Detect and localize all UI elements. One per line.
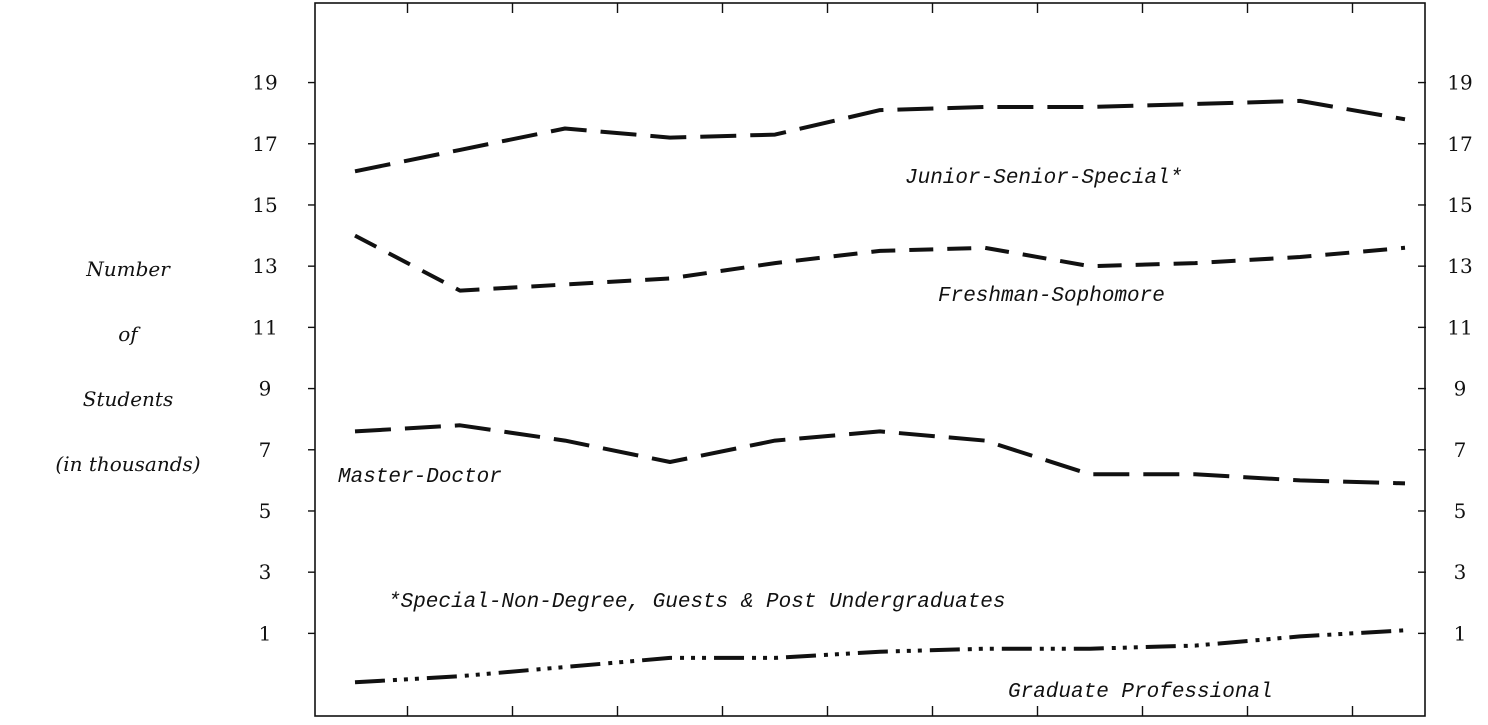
series-line-junior-senior-special — [354, 98, 1406, 174]
x-axis-ticks — [406, 3, 1354, 716]
right-tick-label: 9 — [1454, 377, 1467, 401]
right-tick-label: 17 — [1447, 132, 1472, 156]
footnote: *Special-Non-Degree, Guests & Post Under… — [388, 591, 1006, 614]
series-line-master-doctor — [354, 423, 1406, 486]
y-axis-label-line-3: Students — [83, 387, 173, 411]
right-tick-label: 5 — [1454, 499, 1467, 523]
left-tick-label: 7 — [259, 438, 272, 462]
left-tick-label: 3 — [259, 560, 272, 584]
left-tick-label: 11 — [252, 315, 277, 339]
right-y-axis: 19 17 15 13 11 9 7 5 3 1 — [1418, 71, 1473, 645]
left-tick-label: 5 — [259, 499, 272, 523]
right-tick-label: 1 — [1454, 621, 1467, 645]
right-tick-label: 7 — [1454, 438, 1467, 462]
right-tick-label: 11 — [1447, 315, 1472, 339]
series-label-junior-senior-special: Junior-Senior-Special* — [905, 167, 1182, 190]
plot-frame — [314, 2, 1426, 717]
right-tick-label: 13 — [1447, 254, 1472, 278]
series-label-graduate-professional: Graduate Professional — [1008, 681, 1273, 704]
left-tick-label: 17 — [252, 132, 277, 156]
series-line-freshman-sophomore — [354, 233, 1406, 293]
right-tick-label: 3 — [1454, 560, 1467, 584]
y-axis-label-line-4: (in thousands) — [55, 452, 200, 476]
left-tick-label: 13 — [252, 254, 277, 278]
y-axis-label: Number of Students (in thousands) — [55, 257, 200, 476]
series-label-master-doctor: Master-Doctor — [338, 466, 502, 489]
y-axis-label-line-2: of — [118, 322, 141, 346]
right-tick-label: 19 — [1447, 71, 1472, 95]
left-tick-label: 19 — [252, 71, 277, 95]
series-lines — [354, 98, 1406, 685]
series-label-freshman-sophomore: Freshman-Sophomore — [938, 285, 1165, 308]
left-tick-label: 1 — [259, 621, 272, 645]
left-y-axis: 19 17 15 13 11 9 7 5 3 1 — [252, 71, 315, 645]
left-tick-label: 15 — [252, 193, 277, 217]
left-tick-label: 9 — [259, 377, 272, 401]
y-axis-label-line-1: Number — [85, 257, 171, 281]
right-tick-label: 15 — [1447, 193, 1472, 217]
series-line-graduate-professional — [354, 628, 1406, 685]
